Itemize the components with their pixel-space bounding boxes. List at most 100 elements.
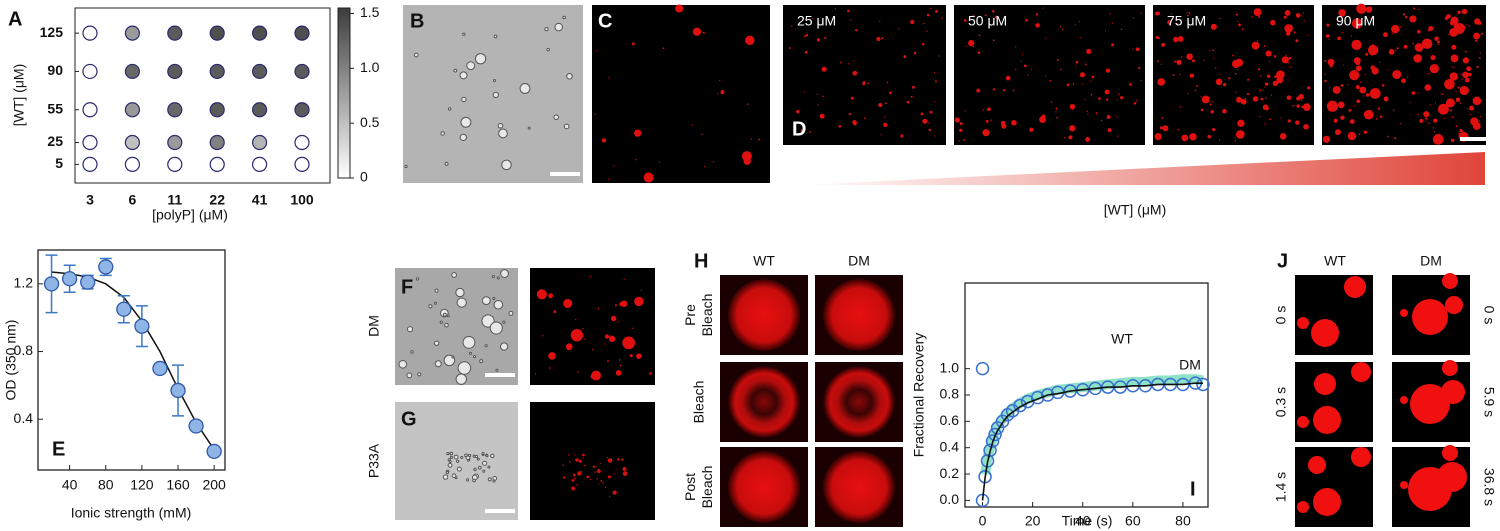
droplet bbox=[1480, 32, 1484, 35]
droplet bbox=[1079, 37, 1081, 39]
droplet bbox=[1268, 61, 1271, 63]
droplet bbox=[994, 15, 998, 19]
droplet bbox=[406, 326, 414, 333]
data-point bbox=[170, 382, 186, 399]
droplet bbox=[590, 478, 592, 481]
droplet bbox=[500, 269, 509, 278]
droplet bbox=[1120, 96, 1124, 100]
droplet bbox=[1187, 14, 1189, 17]
droplet bbox=[456, 459, 460, 463]
droplet bbox=[1422, 42, 1425, 45]
data-point bbox=[134, 318, 150, 334]
droplet bbox=[1421, 38, 1433, 49]
droplet bbox=[622, 466, 627, 471]
droplet bbox=[602, 481, 604, 484]
droplet bbox=[1409, 15, 1417, 23]
droplet bbox=[502, 320, 506, 324]
droplet bbox=[933, 71, 936, 74]
droplet bbox=[553, 114, 559, 121]
droplet bbox=[1212, 127, 1216, 132]
droplet bbox=[1467, 72, 1472, 77]
droplet bbox=[1161, 117, 1164, 119]
panel-letter: D bbox=[792, 118, 806, 140]
droplet bbox=[462, 335, 476, 349]
column-label: WT bbox=[1324, 253, 1346, 269]
image-label: 50 μM bbox=[968, 13, 1007, 29]
droplet bbox=[1055, 111, 1057, 113]
droplet bbox=[1350, 35, 1353, 37]
droplet bbox=[1411, 91, 1416, 95]
data-point bbox=[1013, 398, 1027, 413]
dot bbox=[167, 156, 183, 173]
droplet bbox=[607, 77, 609, 79]
row-label: Post bbox=[682, 473, 698, 501]
droplet bbox=[1264, 123, 1266, 125]
droplet bbox=[1238, 23, 1241, 27]
droplet bbox=[624, 472, 626, 474]
droplet bbox=[447, 462, 453, 468]
droplet bbox=[554, 22, 563, 32]
droplet bbox=[1302, 12, 1305, 14]
droplet bbox=[492, 476, 498, 481]
x-axis-label: Time (s) bbox=[1062, 513, 1113, 529]
droplet bbox=[1069, 103, 1076, 110]
droplet bbox=[819, 113, 825, 119]
droplet bbox=[1455, 97, 1461, 102]
droplet bbox=[1353, 105, 1356, 107]
droplet bbox=[1301, 15, 1303, 17]
dot bbox=[294, 63, 310, 80]
droplet bbox=[880, 134, 882, 136]
droplet bbox=[1260, 97, 1264, 101]
droplet bbox=[1341, 31, 1344, 34]
droplet bbox=[1326, 23, 1330, 27]
droplet bbox=[1332, 85, 1341, 94]
droplet bbox=[938, 55, 940, 57]
droplet bbox=[984, 14, 987, 17]
droplet bbox=[1240, 98, 1247, 105]
droplet bbox=[1002, 89, 1006, 92]
dot bbox=[167, 25, 183, 41]
droplet bbox=[1247, 78, 1250, 81]
droplet bbox=[839, 61, 842, 64]
dot bbox=[252, 63, 268, 80]
droplet bbox=[1235, 13, 1238, 16]
droplet bbox=[823, 366, 895, 438]
droplet bbox=[926, 30, 928, 32]
droplet bbox=[1071, 108, 1074, 110]
droplet bbox=[1215, 78, 1223, 86]
droplet bbox=[629, 354, 633, 358]
droplet bbox=[796, 109, 800, 114]
droplet bbox=[1235, 58, 1244, 67]
droplet bbox=[607, 458, 613, 463]
droplet bbox=[898, 28, 900, 30]
droplet bbox=[934, 80, 937, 83]
droplet bbox=[1453, 67, 1455, 69]
droplet bbox=[1075, 64, 1077, 66]
droplet bbox=[823, 451, 895, 523]
droplet bbox=[1340, 84, 1344, 87]
droplet bbox=[1351, 39, 1362, 50]
image-label: 25 μM bbox=[797, 13, 836, 29]
droplet bbox=[903, 55, 907, 59]
droplet bbox=[1273, 55, 1277, 58]
colorbar-tick-label: 1.0 bbox=[360, 59, 380, 75]
x-axis-label: Ionic strength (mM) bbox=[71, 505, 192, 521]
droplet bbox=[428, 304, 433, 309]
droplet bbox=[1129, 83, 1132, 86]
droplet bbox=[1337, 36, 1341, 41]
droplet bbox=[604, 486, 607, 488]
droplet bbox=[1448, 33, 1450, 36]
droplet bbox=[589, 275, 592, 278]
droplet bbox=[1140, 12, 1142, 14]
droplet bbox=[1090, 80, 1092, 82]
droplet bbox=[854, 29, 858, 32]
droplet bbox=[1210, 109, 1214, 114]
droplet bbox=[445, 471, 449, 475]
droplet bbox=[1381, 84, 1385, 87]
droplet bbox=[610, 315, 617, 322]
droplet bbox=[1302, 103, 1311, 111]
droplet bbox=[597, 307, 600, 310]
droplet bbox=[675, 4, 684, 13]
droplet bbox=[928, 128, 931, 132]
dot bbox=[82, 102, 98, 118]
